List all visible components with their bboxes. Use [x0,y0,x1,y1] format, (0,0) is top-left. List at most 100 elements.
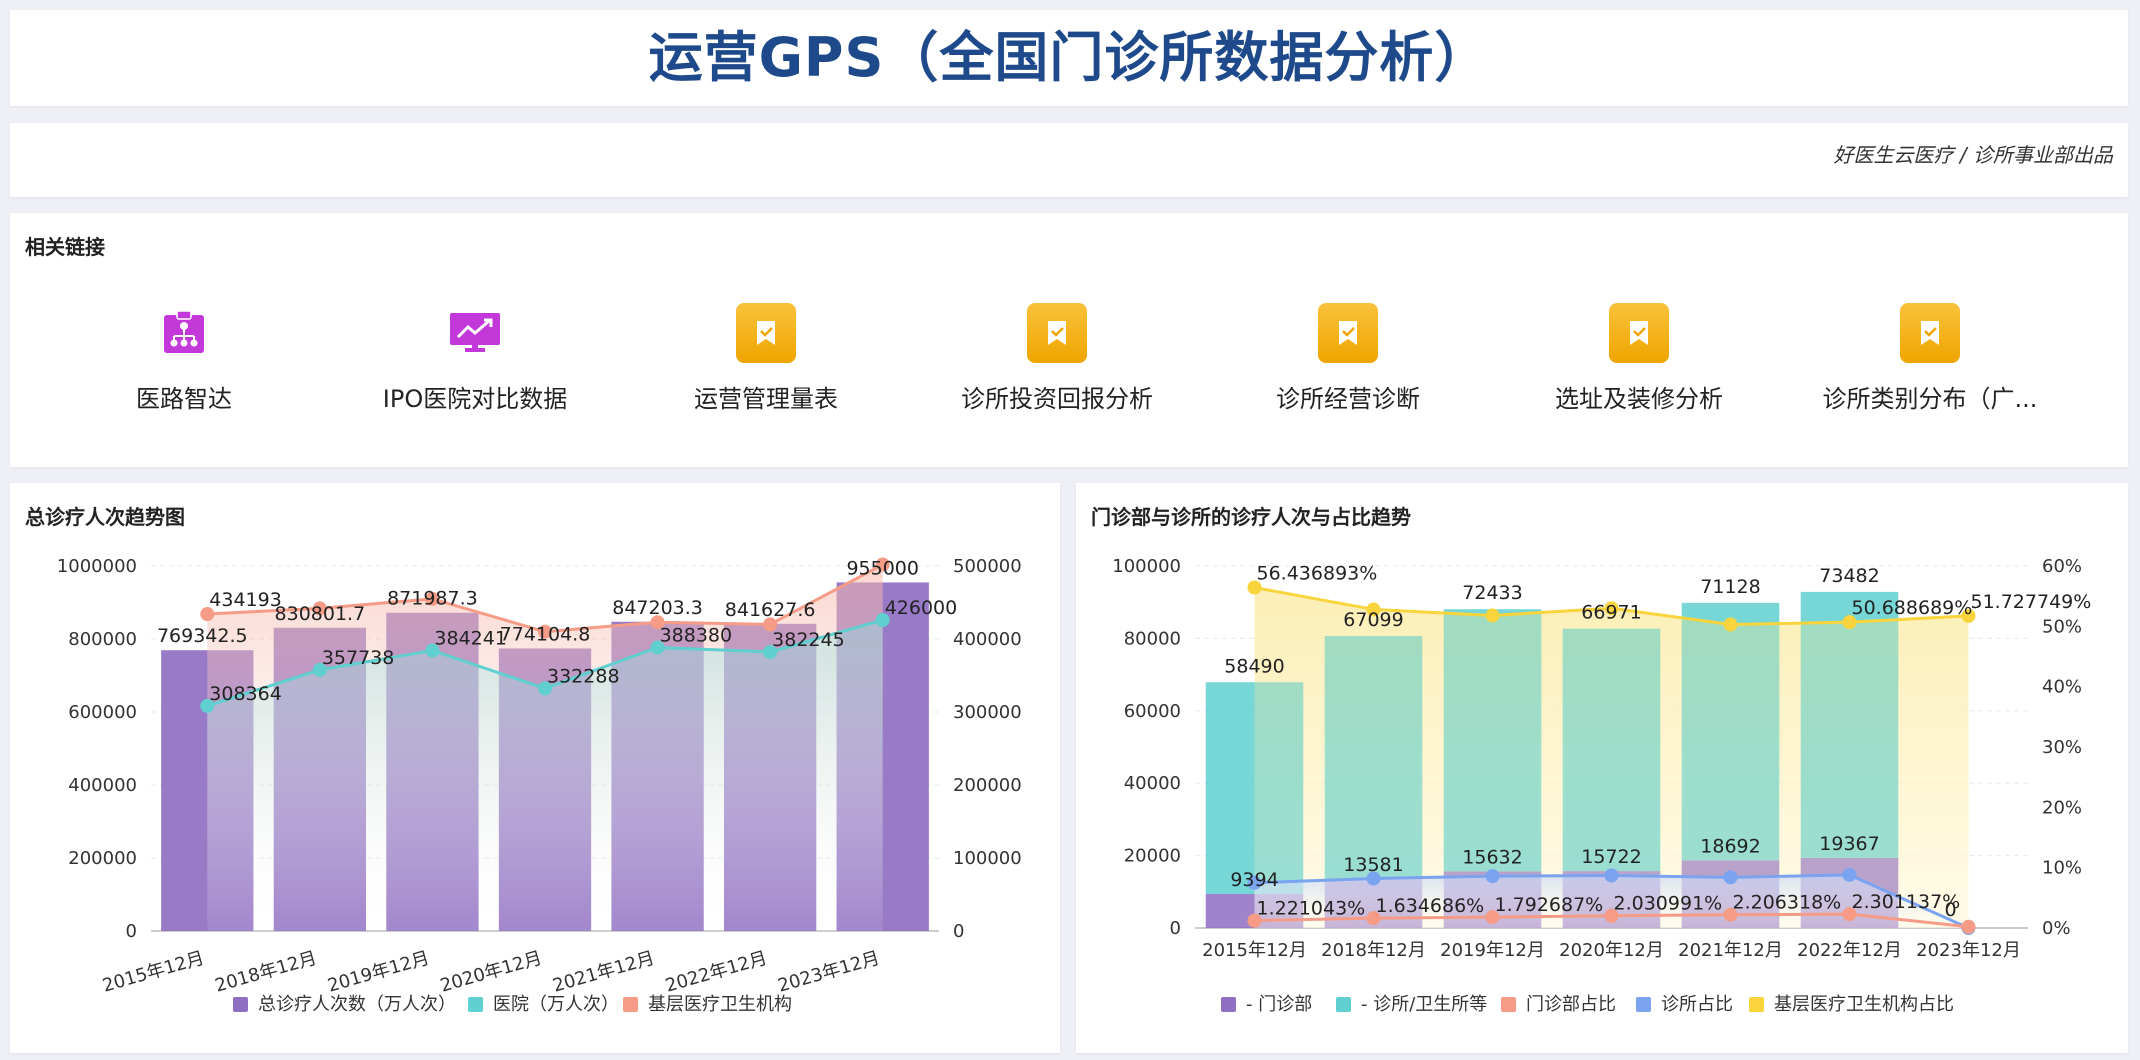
y-tick-left: 80000 [1124,628,1181,649]
link-item-3[interactable]: 运营管理量表 [626,303,906,414]
bar-data-label: 15722 [1581,846,1641,868]
series-point [1604,908,1619,923]
legend-label: 诊所占比 [1661,994,1733,1015]
y-tick-left: 400000 [68,775,137,796]
y-tick-left: 0 [1170,918,1181,939]
series-point [1842,615,1857,630]
legend-label: 门诊部占比 [1526,994,1616,1015]
series-point [200,698,215,713]
link-row: 医路智达 IPO医院对比数据 运营管理量表 诊所投资回报分析 诊所经营诊断 选址及装修分析… [10,303,2128,423]
bar-data-label: 19367 [1819,833,1879,855]
legend-swatch [468,997,483,1012]
line-data-label: 2.030991% [1614,893,1723,915]
y-tick-right: 10% [2042,858,2082,879]
link-item-6[interactable]: 选址及装修分析 [1499,303,1779,414]
legend-swatch [1336,997,1351,1012]
link-item-4[interactable]: 诊所投资回报分析 [917,303,1197,414]
y-tick-left: 40000 [1124,773,1181,794]
link-label: 诊所经营诊断 [1276,385,1420,413]
link-item-5[interactable]: 诊所经营诊断 [1208,303,1488,414]
series-point [1366,911,1381,926]
x-tick-label: 2021年12月 [1678,940,1783,961]
series-point [1604,868,1619,883]
bar-data-label: 841627.6 [725,599,816,621]
bookmark-check-icon [1318,303,1378,363]
legend-swatch [233,997,248,1012]
series-point [1842,907,1857,922]
line-data-label: 0 [1945,899,1957,921]
series-point [875,557,890,572]
line-data-label: 56.436893% [1257,562,1378,584]
series-point [312,662,327,677]
total-visits-chart: 0 200000 400000 600000 800000 1000000 0 100000 2… [57,556,1022,1015]
chart-title: 总诊疗人次趋势图 [25,505,185,529]
related-links-panel: 相关链接 医路智达 IPO医院对比数据 运营管理量表 诊所投资回报分析 诊所经营诊断 选址… [10,213,2128,467]
y-tick-right: 40% [2042,677,2082,698]
legend-swatch [1221,997,1236,1012]
x-tick-label: 2018年12月 [1321,940,1426,961]
line-data-label: 434193 [209,589,282,611]
series-point [425,643,440,658]
series-point [1723,870,1738,885]
clinic-share-chart: 0 20000 40000 60000 80000 100000 0% 10% 20% 30% 40… [1112,556,2092,1015]
line-data-label: 51.727749% [1971,591,2092,613]
x-tick-label: 2020年12月 [438,948,544,997]
series-point [1604,601,1619,616]
bar-data-label: 830801.7 [275,603,366,625]
bar-data-label: 67099 [1343,609,1403,631]
series-point [1723,907,1738,922]
y-tick-right: 0% [2042,918,2071,939]
link-item-1[interactable]: 医路智达 [44,303,324,414]
bar-data-label: 871987.3 [387,588,478,610]
bar-data-label: 15632 [1462,846,1522,868]
series-point [1366,871,1381,886]
link-item-2[interactable]: IPO医院对比数据 [335,303,615,414]
link-label: 选址及装修分析 [1555,385,1723,413]
line-data-label: 2.301137% [1852,891,1961,913]
series-point [312,601,327,616]
bar-data-label: 18692 [1700,835,1760,857]
bar-data-label: 58490 [1224,655,1284,677]
series-point [763,617,778,632]
legend-label: 基层医疗卫生机构占比 [1774,994,1954,1015]
y-tick-right: 300000 [953,702,1022,723]
series-point [425,591,440,606]
y-tick-right: 400000 [953,629,1022,650]
share-area-overlay [1254,587,1969,928]
line-data-label: 1.634686% [1376,895,1485,917]
line-data-label: 384241 [434,628,507,650]
y-tick-left: 0 [126,921,137,942]
y-tick-right: 500000 [953,556,1022,577]
x-tick-label: 2022年12月 [663,948,769,997]
x-tick-label: 2023年12月 [1916,940,2021,961]
x-tick-label: 2022年12月 [1797,940,1902,961]
subtitle-card: 好医生云医疗 / 诊所事业部出品 [10,123,2128,197]
link-item-7[interactable]: 诊所类别分布（广... [1790,303,2070,414]
link-label: 诊所投资回报分析 [961,385,1153,413]
bookmark-check-icon [1609,303,1669,363]
series-point [1247,875,1262,890]
chart-title: 门诊部与诊所的诊疗人次与占比趋势 [1091,505,1411,529]
page-title: 运营GPS（全国门诊所数据分析） [648,26,1490,89]
bookmark-check-icon [1027,303,1087,363]
related-links-title: 相关链接 [25,235,105,259]
x-tick-label: 2015年12月 [100,948,206,997]
series-point [1842,867,1857,882]
line-data-label: 357738 [322,647,395,669]
x-tick-label: 2023年12月 [776,948,882,997]
line-data-label: 426000 [885,597,958,619]
bar-data-label: 13581 [1343,854,1403,876]
series-point [763,644,778,659]
trend-monitor-icon [445,303,505,363]
series-area [207,620,883,931]
bar-data-label: 66971 [1581,602,1641,624]
legend-swatch [1749,997,1764,1012]
bar-data-label: 847203.3 [612,597,703,619]
x-tick-label: 2018年12月 [213,948,319,997]
bar-data-label: 73482 [1819,565,1879,587]
line-data-label: 388380 [660,624,733,646]
org-chart-icon [154,303,214,363]
bar-data-label: 774104.8 [500,623,591,645]
legend-label: 基层医疗卫生机构 [648,994,792,1015]
y-tick-right: 200000 [953,775,1022,796]
